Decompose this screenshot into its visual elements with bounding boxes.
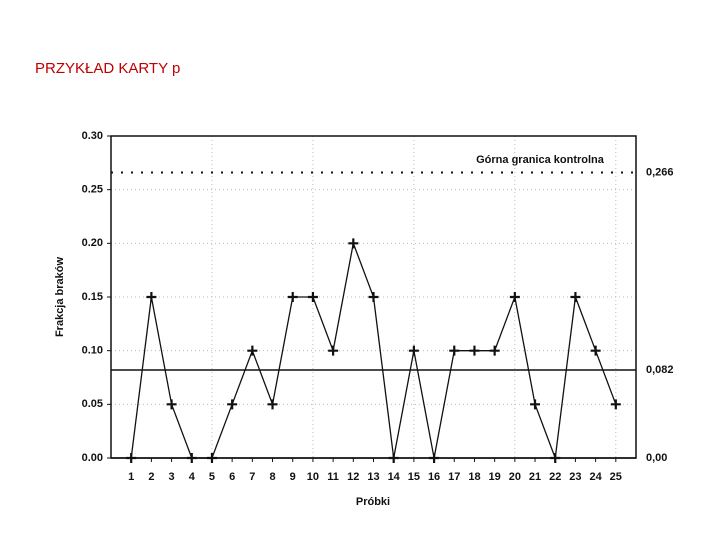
x-tick-label: 19 (489, 471, 501, 483)
data-point (126, 453, 137, 463)
y-tick-label: 0.15 (82, 291, 103, 303)
data-point (449, 345, 460, 356)
data-point (287, 292, 298, 302)
x-tick-label: 14 (388, 471, 401, 483)
x-tick-label: 11 (327, 471, 339, 483)
x-tick-label: 3 (169, 471, 175, 483)
x-tick-label: 6 (229, 471, 235, 483)
data-point (368, 292, 379, 302)
x-tick-label: 17 (448, 471, 460, 483)
y-tick-label: 0.00 (82, 452, 103, 464)
x-tick-label: 23 (569, 471, 581, 483)
data-point (469, 345, 480, 356)
y-tick-label: 0.30 (82, 130, 103, 142)
x-tick-label: 21 (529, 471, 541, 483)
x-tick-label: 4 (189, 471, 196, 483)
control-label: 0,082 (646, 364, 674, 376)
y-tick-label: 0.20 (82, 237, 103, 249)
data-point (550, 453, 561, 463)
x-tick-label: 9 (290, 471, 296, 483)
data-point (166, 399, 177, 410)
annotation: Górna granica kontrolna (476, 154, 605, 166)
data-point (267, 399, 278, 410)
data-point (509, 292, 520, 302)
data-point (489, 345, 500, 356)
slide-title: PRZYKŁAD KARTY p (35, 60, 180, 77)
data-point (429, 453, 440, 463)
x-tick-label: 10 (307, 471, 319, 483)
data-point (247, 345, 258, 356)
data-point (186, 453, 197, 463)
x-tick-label: 18 (468, 471, 480, 483)
y-tick-label: 0.05 (82, 398, 103, 410)
data-point (307, 292, 318, 302)
x-axis-label: Próbki (356, 496, 390, 508)
data-point (146, 292, 157, 302)
y-tick-label: 0.10 (82, 345, 103, 357)
y-axis-label: Frakcja braków (54, 257, 66, 338)
data-point (610, 399, 621, 410)
control-label: 0,266 (646, 166, 674, 178)
x-tick-label: 5 (209, 471, 215, 483)
data-point (348, 238, 359, 249)
x-tick-label: 22 (549, 471, 561, 483)
data-point (570, 292, 581, 302)
x-tick-label: 1 (128, 471, 134, 483)
control-label: 0,00 (646, 452, 667, 464)
x-tick-label: 20 (509, 471, 521, 483)
data-point (328, 345, 339, 356)
y-tick-label: 0.25 (82, 184, 103, 196)
x-tick-label: 16 (428, 471, 440, 483)
x-tick-label: 8 (269, 471, 275, 483)
data-point (227, 399, 238, 410)
data-point (206, 453, 217, 463)
data-point (388, 453, 399, 463)
x-tick-label: 13 (367, 471, 379, 483)
data-point (408, 345, 419, 356)
data-point (590, 345, 601, 356)
x-tick-label: 7 (249, 471, 255, 483)
x-tick-label: 24 (589, 471, 602, 483)
data-point (530, 399, 541, 410)
x-tick-label: 15 (408, 471, 420, 483)
x-tick-label: 12 (347, 471, 359, 483)
x-tick-label: 25 (610, 471, 622, 483)
x-tick-label: 2 (148, 471, 154, 483)
